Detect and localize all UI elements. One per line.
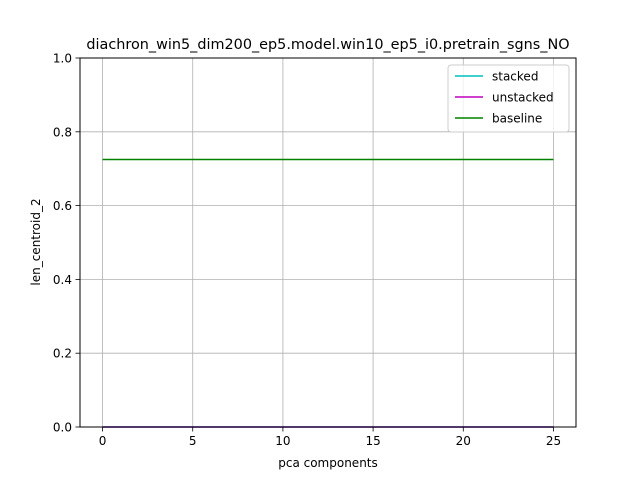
y-tick-label: 0.0 xyxy=(53,421,72,435)
legend-box xyxy=(447,64,570,133)
x-tick-label: 0 xyxy=(99,434,107,448)
x-tick-label: 20 xyxy=(456,434,471,448)
y-tick-label: 0.2 xyxy=(53,347,72,361)
x-tick-label: 10 xyxy=(275,434,290,448)
y-tick-label: 0.8 xyxy=(53,125,72,139)
y-axis-ticks: 0.0 0.2 0.4 0.6 0.8 1.0 xyxy=(53,52,80,435)
x-tick-label: 5 xyxy=(189,434,197,448)
x-axis-label: pca components xyxy=(278,456,378,470)
y-axis-label: len_centroid_2 xyxy=(29,198,43,285)
y-tick-label: 0.6 xyxy=(53,199,72,213)
x-tick-label: 25 xyxy=(546,434,561,448)
y-tick-label: 0.4 xyxy=(53,273,72,287)
x-axis-ticks: 0 5 10 15 20 25 xyxy=(99,427,561,448)
plot-frame xyxy=(79,57,577,428)
legend-items: stacked unstacked baseline xyxy=(455,70,554,126)
legend: stacked unstacked baseline xyxy=(447,64,570,133)
x-tick-label: 15 xyxy=(365,434,380,448)
y-tick-label: 1.0 xyxy=(53,52,72,66)
legend-label-stacked: stacked xyxy=(492,70,538,84)
legend-label-baseline: baseline xyxy=(492,112,542,126)
chart-title: diachron_win5_dim200_ep5.model.win10_ep5… xyxy=(86,37,569,53)
legend-label-unstacked: unstacked xyxy=(492,91,554,105)
